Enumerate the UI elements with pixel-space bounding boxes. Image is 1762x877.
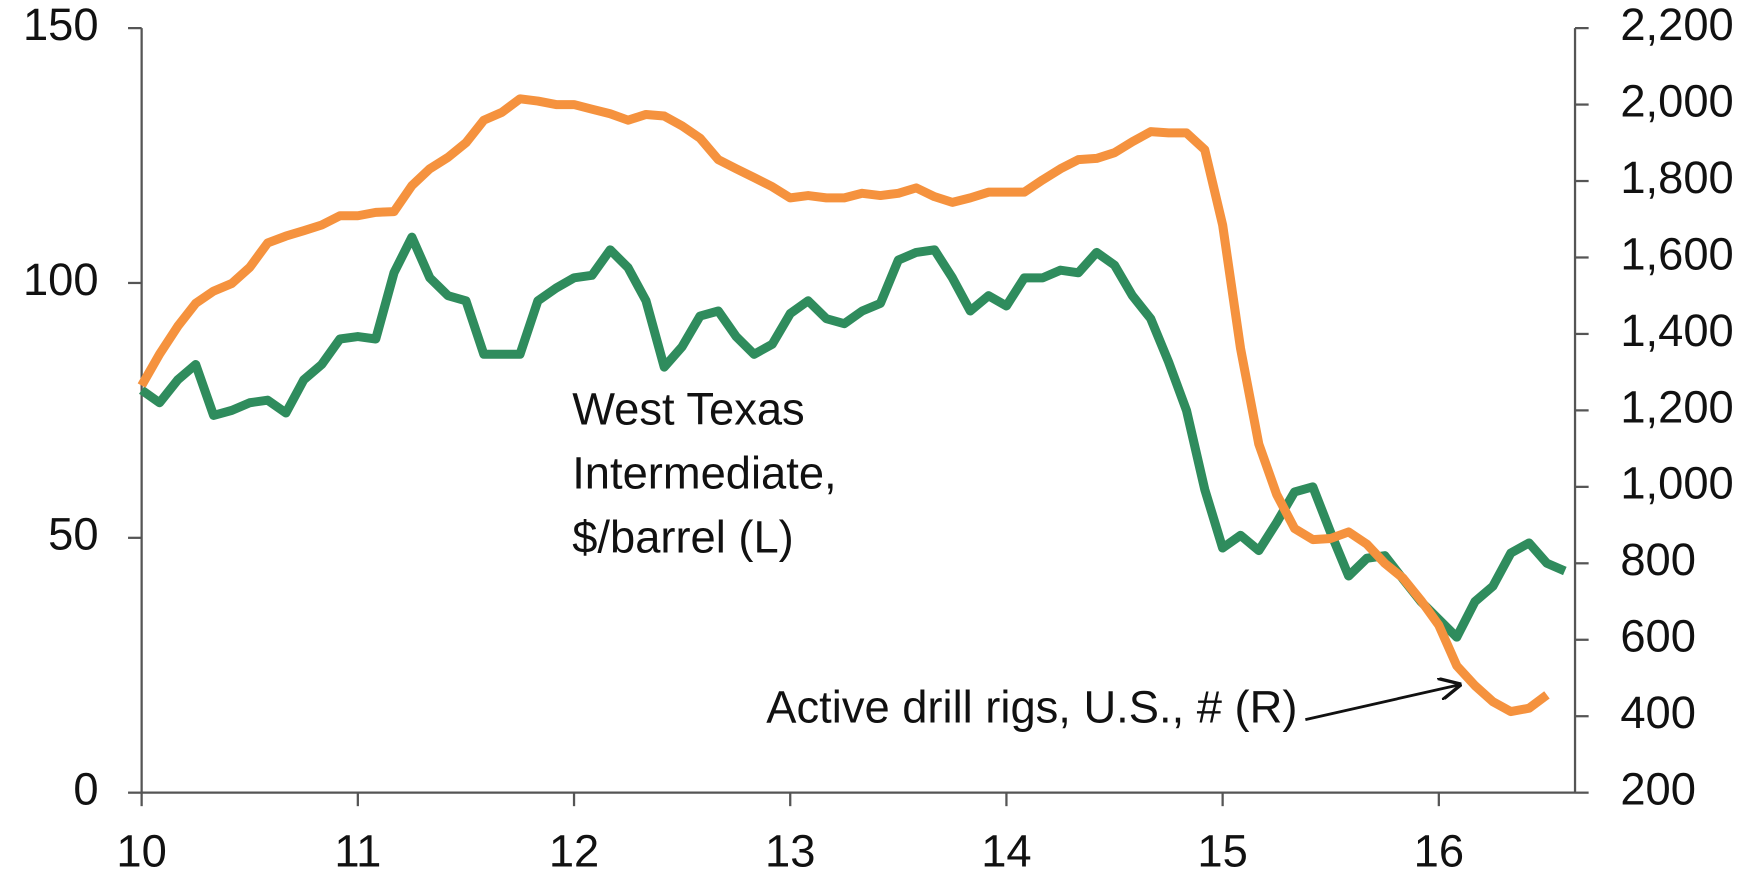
- y-tick-label: 50: [48, 509, 98, 560]
- x-tick-label: 10: [116, 826, 166, 877]
- x-tick-label: 12: [549, 826, 599, 877]
- y2-tick-label: 2,000: [1620, 76, 1733, 127]
- x-tick-label: 16: [1414, 826, 1464, 877]
- annotation-arrow: [1305, 685, 1459, 721]
- series-line: [137, 94, 1550, 717]
- y2-tick-label: 200: [1620, 764, 1696, 815]
- annotation: $/barrel (L): [572, 512, 794, 563]
- y2-tick-label: 1,000: [1620, 458, 1733, 509]
- y2-tick-label: 1,200: [1620, 381, 1733, 432]
- y2-tick-label: 1,400: [1620, 305, 1733, 356]
- x-tick-label: 15: [1197, 826, 1247, 877]
- y2-tick-label: 600: [1620, 611, 1696, 662]
- y2-tick-label: 400: [1620, 687, 1696, 738]
- y2-tick-label: 1,800: [1620, 152, 1733, 203]
- y2-tick-label: 2,200: [1620, 0, 1733, 50]
- y-tick-label: 100: [23, 254, 99, 305]
- y-tick-label: 0: [73, 764, 98, 815]
- annotation: Active drill rigs, U.S., # (R): [766, 682, 1297, 733]
- y2-tick-label: 1,600: [1620, 229, 1733, 280]
- series-line: [139, 232, 1567, 642]
- x-tick-label: 14: [981, 826, 1031, 877]
- annotation: West Texas: [572, 384, 804, 435]
- x-tick-label: 13: [765, 826, 815, 877]
- y2-tick-label: 800: [1620, 534, 1696, 585]
- annotation: Intermediate,: [572, 448, 836, 499]
- y-tick-label: 150: [23, 0, 99, 50]
- x-tick-label: 11: [334, 826, 381, 877]
